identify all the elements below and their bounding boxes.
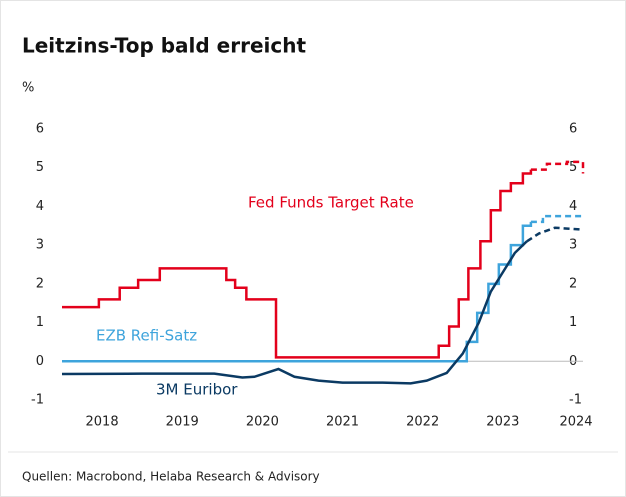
y2-tick-label: 3 [569, 238, 577, 253]
x-tick-label: 2022 [406, 415, 439, 430]
forecast-line [530, 160, 585, 174]
y-tick-label: 3 [36, 238, 44, 253]
annotation: EZB Refi-Satz [96, 327, 197, 345]
x-tick-label: 2023 [486, 415, 519, 430]
series-line [62, 169, 533, 359]
source: Quellen: Macrobond, Helaba Research & Ad… [22, 470, 320, 484]
forecast-line [526, 226, 584, 243]
y-tick-label: 2 [36, 276, 44, 291]
x-tick-label: 2024 [559, 415, 592, 430]
y2-tick-label: 2 [569, 276, 577, 291]
y-tick-label: 5 [36, 160, 44, 175]
annotation: Fed Funds Target Rate [248, 194, 414, 212]
x-tick-label: 2018 [86, 415, 119, 430]
y2-tick-label: 1 [569, 315, 577, 330]
x-tick-label: 2021 [326, 415, 359, 430]
y-tick-label: -1 [31, 393, 44, 408]
series-line [62, 221, 533, 363]
y2-tick-label: 4 [569, 199, 577, 214]
y-tick-label: 4 [36, 199, 44, 214]
y-tick-label: 0 [36, 354, 44, 369]
series-line [61, 240, 528, 385]
forecast-line [530, 214, 583, 224]
y-tick-label: 1 [36, 315, 44, 330]
x-tick-label: 2019 [166, 415, 199, 430]
chart-title: Leitzins-Top bald erreicht [22, 34, 306, 58]
y2-tick-label: 6 [569, 122, 577, 137]
y-axis-label: % [22, 81, 34, 96]
annotation: 3M Euribor [156, 381, 238, 399]
y-tick-label: 6 [36, 122, 44, 137]
y2-tick-label: 5 [569, 160, 577, 175]
y2-tick-label: -1 [569, 393, 582, 408]
x-tick-label: 2020 [246, 415, 279, 430]
